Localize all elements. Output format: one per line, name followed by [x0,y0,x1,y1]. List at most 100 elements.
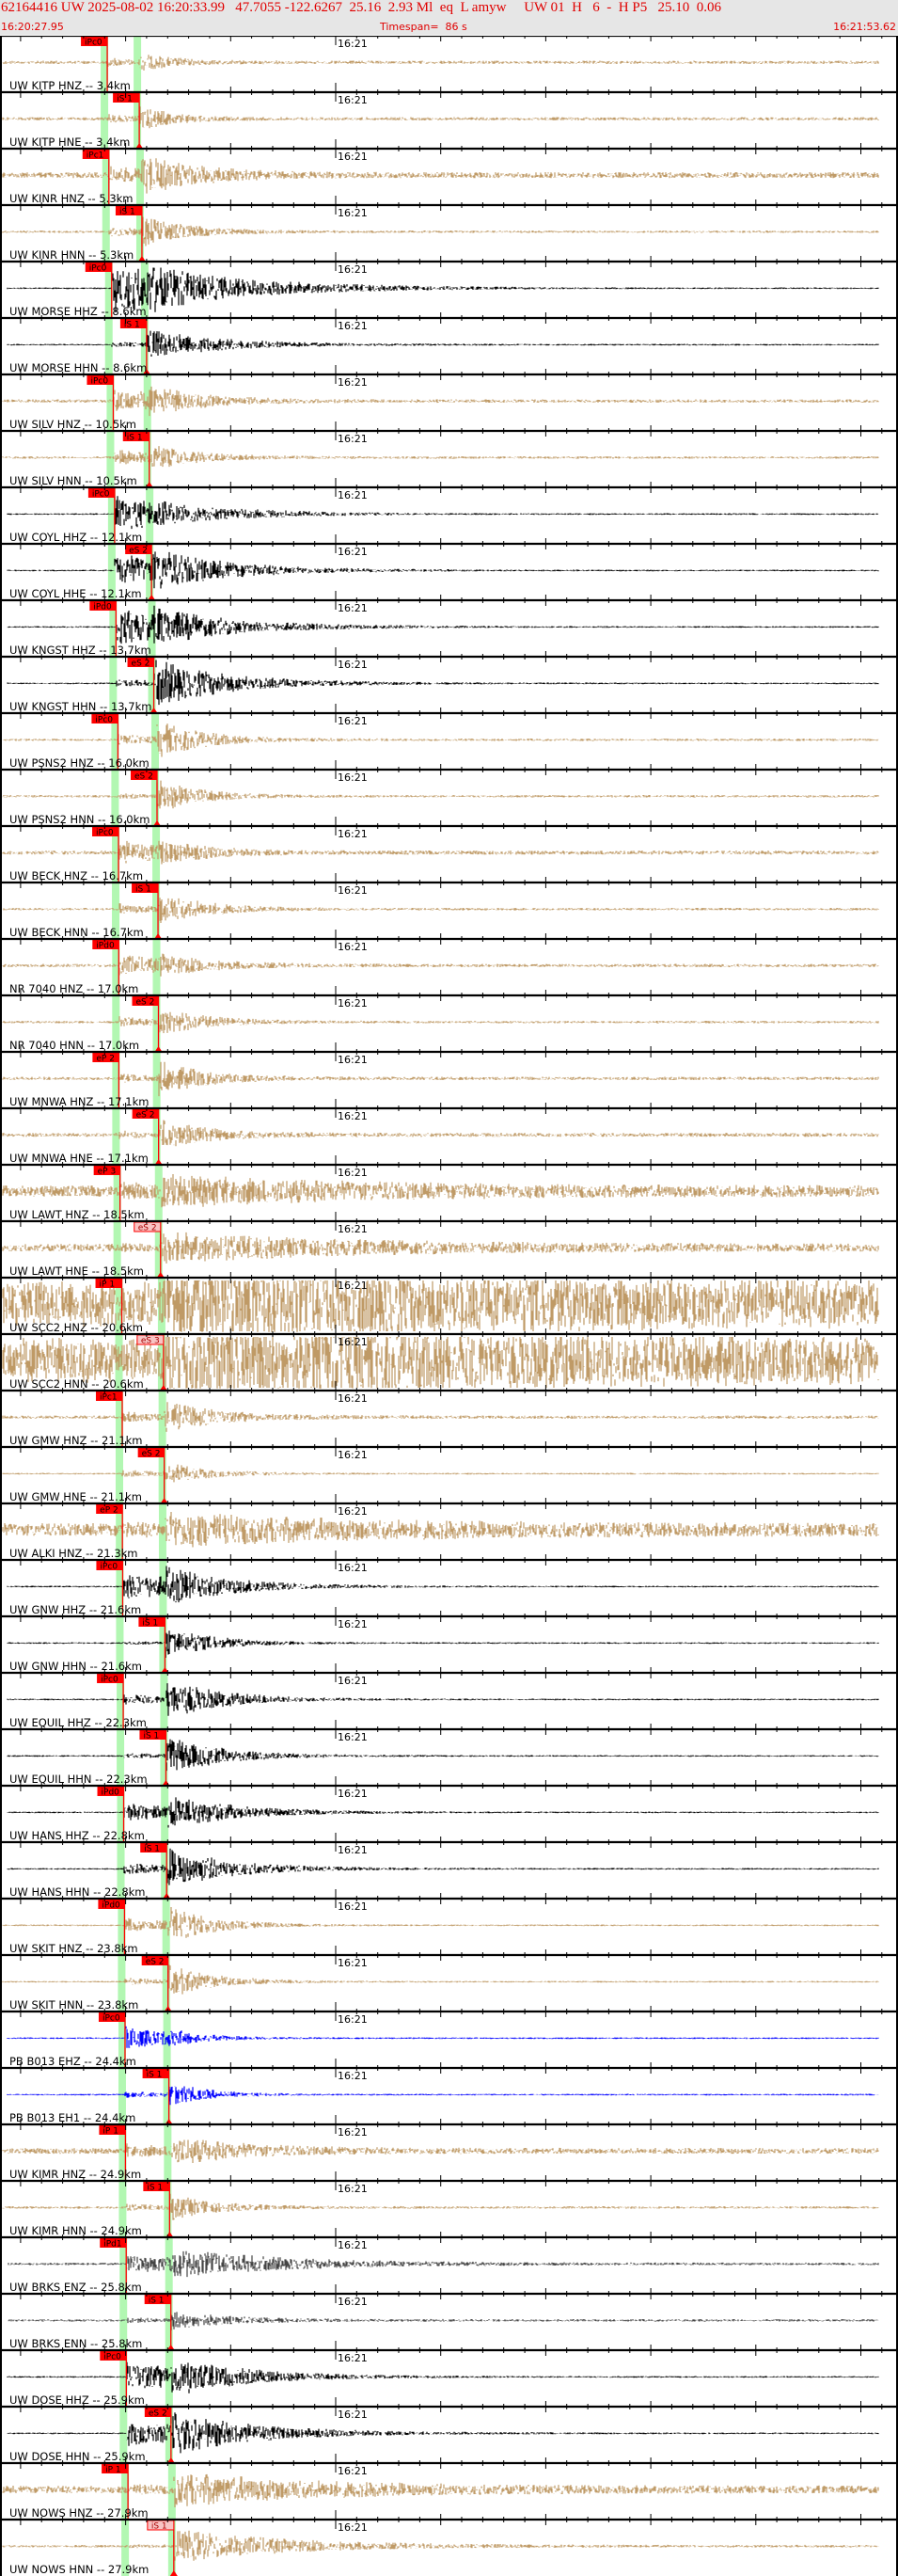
pick-marker[interactable] [115,206,142,215]
pick-marker[interactable] [89,601,117,611]
pick-marker[interactable] [143,2182,170,2191]
seismogram-panel[interactable]: iS 1 16:21 UW BRKS ENN -- 25.8km [0,2284,898,2350]
seismogram-panel[interactable]: iS 1 16:21 UW MORSE HHN -- 8.6km [0,309,898,374]
pick-marker[interactable] [125,545,152,554]
waveform-trace [2,1964,879,1995]
seismogram-panel[interactable]: iS 1 16:21 UW KINR HNN -- 5.3km [0,196,898,262]
seismogram-panel[interactable]: eS 2 16:21 UW PSNS2 HNN -- 16.0km [0,760,898,826]
waveform-trace [2,1174,879,1208]
seismogram-panel[interactable]: iP 1 16:21 UW KIMR HNZ -- 24.9km [0,2115,898,2181]
seismogram-panel[interactable]: eS 2 16:21 UW SKIT HNN -- 23.8km [0,1946,898,2012]
seismogram-panel[interactable]: iS 1 16:21 PB B013 EH1 -- 24.4km [0,2059,898,2124]
pick-marker[interactable] [91,714,118,724]
seismogram-panel[interactable]: eS 2 16:21 UW KNGST HHN -- 13.7km [0,647,898,713]
seismogram-panel[interactable]: eP 2 16:21 UW ALKI HNZ -- 21.3km [0,1494,898,1560]
p-phase-window [112,995,120,1052]
pick-marker[interactable] [95,1279,122,1288]
seismogram-panel[interactable]: iPd1 16:21 UW BRKS ENZ -- 25.8km [0,2228,898,2294]
pick-marker[interactable] [96,1561,123,1570]
seismogram-panel[interactable]: iPc0 16:21 UW MORSE HHZ -- 8.6km [0,252,898,318]
time-tick-label: 16:21 [338,2409,368,2421]
pick-triangle-icon [166,2457,175,2463]
seismogram-panel[interactable]: iS 1 16:21 UW SILV HNN -- 10.5km [0,421,898,487]
pick-marker[interactable] [122,432,150,441]
seismogram-panel[interactable]: iPd0 16:21 UW SKIT HNZ -- 23.8km [0,1889,898,1955]
pick-marker[interactable] [141,1956,168,1965]
pick-marker[interactable] [87,375,114,385]
seismogram-panel[interactable]: iS 1 16:21 UW KIMR HNN -- 24.9km [0,2171,898,2237]
pick-triangle-icon [166,2345,175,2350]
pick-marker[interactable] [132,883,159,893]
pick-marker[interactable] [98,2012,125,2022]
seismogram-panel[interactable]: eS 2 16:21 UW GMW HNE -- 21.1km [0,1438,898,1503]
channel-label: UW HANS HHN -- 22.8km [9,1885,146,1899]
pick-marker[interactable] [92,1053,119,1062]
pick-marker[interactable] [144,2295,171,2304]
channel-label: UW COYL HHZ -- 12.1km [9,531,142,544]
pick-marker[interactable] [85,262,112,272]
seismogram-panel[interactable]: iPc0 16:21 UW KITP HNZ -- 3.4km [0,36,898,92]
seismogram-panel[interactable]: iS 1 16:21 UW BECK HNN -- 16.7km [0,873,898,939]
seismogram-panel[interactable]: iPc0 16:21 UW GNW HHZ -- 21.6km [0,1550,898,1616]
seismogram-panel[interactable]: iPc0 16:21 UW EQUIL HHZ -- 22.3km [0,1663,898,1729]
seismogram-panel[interactable]: iPd0 16:21 UW KNGST HHZ -- 13.7km [0,591,898,657]
pick-label: iPc0 [89,264,107,274]
pick-marker[interactable] [98,1900,125,1909]
pick-marker[interactable] [132,996,159,1006]
pick-marker[interactable] [99,2125,126,2135]
pick-marker[interactable] [140,1843,167,1852]
pick-marker[interactable] [102,2464,129,2473]
seismogram-panel[interactable]: eS 2 16:21 UW COYL HHE -- 12.1km [0,534,898,600]
seismogram-panel[interactable]: iPc1 16:21 UW KINR HNZ -- 5.3km [0,139,898,205]
seismogram-panel[interactable]: iPc0 16:21 UW COYL HHZ -- 12.1km [0,478,898,544]
pick-marker[interactable] [100,2351,127,2361]
waveform-trace [7,660,879,706]
pick-marker[interactable] [87,488,115,498]
pick-marker[interactable] [131,771,157,780]
pick-marker[interactable] [96,1504,123,1514]
time-ticks [20,1494,883,1513]
pick-marker[interactable] [100,2238,127,2248]
seismogram-panel[interactable]: iS 1 16:21 UW EQUIL HHN -- 22.3km [0,1720,898,1786]
seismogram-panel[interactable]: iS 1 16:21 UW NOWS HNN -- 27.9km [0,2510,898,2576]
seismogram-panel[interactable]: iS 1 16:21 UW KITP HNE -- 3.4km [0,83,898,149]
seismogram-panel[interactable]: iP 1 16:21 UW NOWS HNZ -- 27.9km [0,2454,898,2520]
seismogram-panel[interactable]: eS 2 16:21 NR 7040 HNN -- 17.0km [0,986,898,1052]
seismogram-panel[interactable]: eP 3 16:21 UW LAWT HNZ -- 18.5km [0,1155,898,1221]
pick-marker[interactable] [82,150,109,159]
time-ticks [20,36,883,45]
pick-marker[interactable] [97,1787,124,1796]
seismogram-panel[interactable]: iPc0 16:21 UW DOSE HHZ -- 25.9km [0,2341,898,2407]
seismogram-panel[interactable]: iPc1 16:21 UW GMW HNZ -- 21.1km [0,1381,898,1447]
pick-marker[interactable] [139,1730,166,1740]
seismogram-panel[interactable]: eS 2 16:21 UW DOSE HHN -- 25.9km [0,2397,898,2463]
pick-marker[interactable] [144,2408,171,2417]
pick-marker[interactable] [142,2069,169,2078]
seismogram-panel[interactable]: eP 2 16:21 UW MNWA HNZ -- 17.1km [0,1042,898,1108]
pick-marker[interactable] [81,37,108,46]
seismogram-panel[interactable]: iPc0 16:21 UW BECK HNZ -- 16.7km [0,817,898,883]
p-phase-window [111,770,119,826]
pick-marker[interactable] [92,827,119,836]
pick-marker[interactable] [137,1448,165,1457]
seismogram-panel[interactable]: iPc0 16:21 PB B013 EHZ -- 24.4km [0,2002,898,2068]
pick-marker[interactable] [132,1109,159,1119]
seismogram-panel[interactable]: iPd0 16:21 UW HANS HHZ -- 22.8km [0,1776,898,1842]
seismogram-panel[interactable]: eS 2 16:21 UW LAWT HNE -- 18.5km [0,1212,898,1278]
seismogram-panel[interactable]: iPc0 16:21 UW SILV HNZ -- 10.5km [0,365,898,431]
seismogram-panel[interactable]: iPd0 16:21 NR 7040 HNZ -- 17.0km [0,930,898,995]
pick-marker[interactable] [95,1391,122,1401]
pick-marker[interactable] [97,1674,124,1683]
pick-marker[interactable] [93,1166,120,1175]
seismogram-panel[interactable]: iS 1 16:21 UW HANS HHN -- 22.8km [0,1833,898,1899]
seismogram-panel[interactable]: iP 1 16:21 UW SCC2 HNZ -- 20.6km [0,1268,898,1334]
seismogram-panel[interactable]: eS 3 16:21 UW SCC2 HNN -- 20.6km [0,1325,898,1391]
pick-marker[interactable] [138,1617,165,1627]
seismogram-panel[interactable]: eS 2 16:21 UW MNWA HNE -- 17.1km [0,1099,898,1165]
seismogram-panel[interactable]: iPc0 16:21 UW PSNS2 HNZ -- 16.0km [0,704,898,770]
pick-marker[interactable] [127,658,154,667]
pick-marker[interactable] [119,319,147,328]
seismogram-panel[interactable]: iS 1 16:21 UW GNW HHN -- 21.6km [0,1607,898,1673]
pick-marker[interactable] [92,940,119,949]
p-phase-window [117,1729,125,1786]
